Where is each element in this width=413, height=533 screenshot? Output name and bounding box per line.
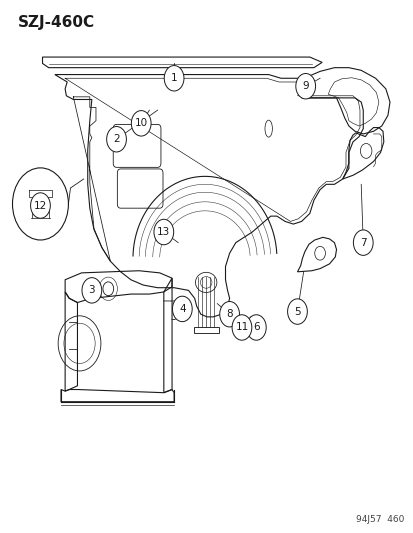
Circle shape [82,278,102,303]
Text: 94J57  460: 94J57 460 [355,515,404,523]
Circle shape [287,299,306,324]
Text: 12: 12 [34,200,47,211]
Text: 3: 3 [88,285,95,295]
Circle shape [164,66,183,91]
Text: 2: 2 [113,134,119,144]
Circle shape [131,111,151,136]
Circle shape [219,302,239,327]
Circle shape [107,126,126,152]
Text: 4: 4 [178,304,185,314]
Text: 6: 6 [252,322,259,333]
Circle shape [232,315,251,340]
Text: 9: 9 [301,81,308,91]
Circle shape [31,193,50,218]
Text: 1: 1 [171,73,177,83]
Text: 7: 7 [359,238,366,248]
Circle shape [12,168,68,240]
Circle shape [172,296,192,321]
Text: 8: 8 [226,309,233,319]
Text: SZJ-460C: SZJ-460C [18,14,95,30]
Text: 10: 10 [134,118,147,128]
Text: 11: 11 [235,322,248,333]
Text: 5: 5 [294,306,300,317]
Circle shape [295,74,315,99]
Circle shape [353,230,372,255]
Circle shape [154,219,173,245]
Circle shape [246,315,266,340]
Text: 13: 13 [157,227,170,237]
